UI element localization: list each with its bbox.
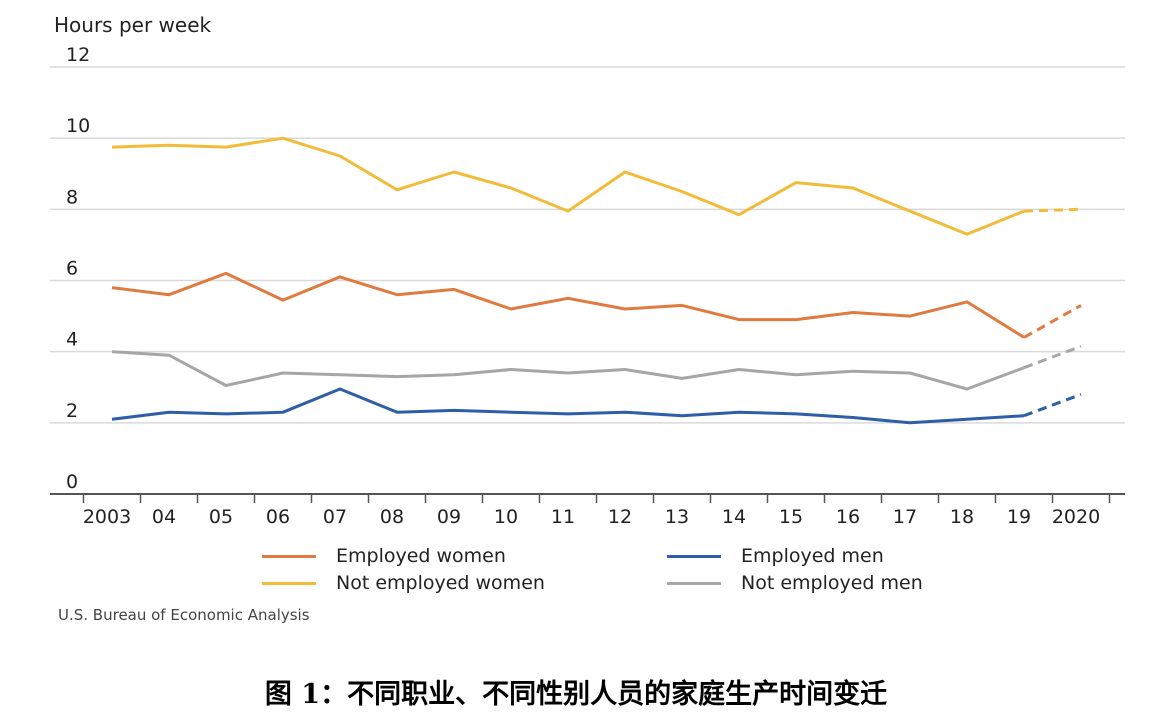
x-tick-label: 14 [722, 506, 746, 528]
x-tick-label: 13 [665, 506, 689, 528]
x-tick-label: 2003 [83, 506, 131, 528]
y-tick-label: 8 [66, 186, 78, 208]
x-axis: 2003 04 05 06 07 08 09 10 11 12 13 14 15 16 17 18 19 2020 [50, 493, 1125, 528]
series-lines [111, 136, 1082, 425]
legend-swatch [262, 554, 316, 558]
legend-item-employed-women: Employed women [262, 543, 506, 569]
y-tick-labels: 0 2 4 6 8 10 12 [66, 44, 90, 493]
legend-item-employed-men: Employed men [667, 543, 884, 569]
x-tick-label: 08 [380, 506, 404, 528]
legend-label: Employed men [741, 545, 884, 567]
y-tick-label: 4 [66, 329, 78, 351]
x-tick-label: 10 [494, 506, 518, 528]
figure-caption: 图 1：不同职业、不同性别人员的家庭生产时间变迁 [264, 679, 888, 710]
series-projection [1023, 304, 1082, 339]
legend-swatch [667, 554, 721, 558]
x-tick-label: 05 [209, 506, 233, 528]
x-tick-label: 16 [836, 506, 860, 528]
x-tick-label: 19 [1007, 506, 1031, 528]
legend: Employed women Employed men Not employed… [262, 543, 1022, 599]
x-tick-label: 18 [950, 506, 974, 528]
y-tick-label: 10 [66, 115, 90, 137]
legend-swatch [667, 581, 721, 585]
x-tick-label: 09 [437, 506, 461, 528]
x-tick-label: 17 [893, 506, 917, 528]
y-tick-label: 0 [66, 471, 78, 493]
x-tick-label: 07 [323, 506, 347, 528]
series-line [111, 271, 1025, 339]
series-line [111, 350, 1025, 391]
series-projection [1023, 392, 1082, 418]
x-tick-label: 11 [551, 506, 575, 528]
series-projection [1023, 207, 1082, 213]
y-tick-label: 12 [66, 44, 90, 66]
legend-item-not-employed-men: Not employed men [667, 570, 923, 596]
legend-item-not-employed-women: Not employed women [262, 570, 545, 596]
legend-label: Not employed men [741, 572, 923, 594]
y-tick-label: 6 [66, 258, 78, 280]
series-projection [1023, 344, 1082, 370]
x-tick-label: 12 [608, 506, 632, 528]
gridlines [50, 66, 1125, 424]
x-tick-label: 06 [266, 506, 290, 528]
x-tick-label: 15 [779, 506, 803, 528]
series-line [111, 136, 1025, 236]
legend-swatch [262, 581, 316, 585]
legend-label: Not employed women [336, 572, 545, 594]
x-tick-label: 04 [152, 506, 176, 528]
legend-label: Employed women [336, 545, 506, 567]
series-line [111, 387, 1025, 425]
y-tick-label: 2 [66, 400, 78, 422]
y-axis-title: Hours per week [54, 13, 211, 37]
x-tick-label: 2020 [1052, 506, 1100, 528]
source-note: U.S. Bureau of Economic Analysis [58, 606, 310, 624]
line-chart: Hours per week 0 2 4 6 8 10 12 2003 04 05 06 07 08 0… [50, 13, 1125, 528]
